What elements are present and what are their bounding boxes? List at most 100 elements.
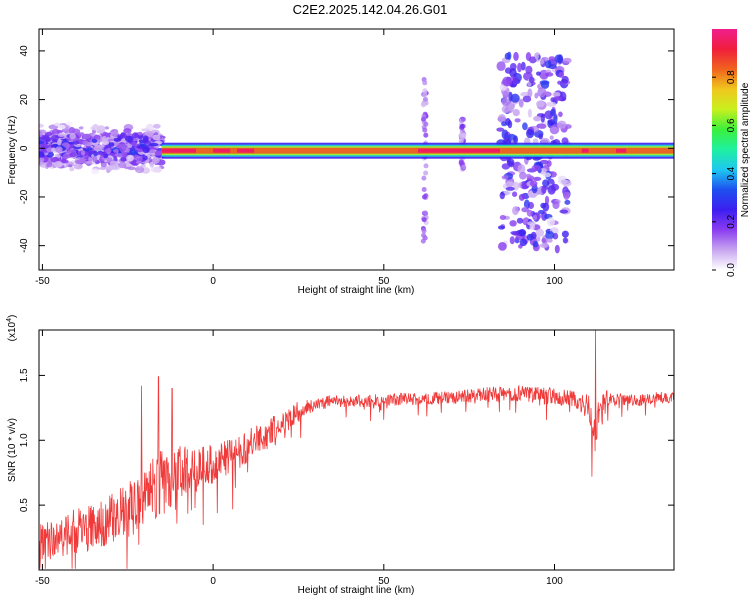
spectrogram-blob bbox=[544, 195, 550, 205]
spectrogram-blob bbox=[506, 158, 515, 166]
spectrogram-blob bbox=[562, 237, 569, 244]
spectrogram-ylabel: Frequency (Hz) bbox=[7, 116, 18, 185]
spectrogram-blob bbox=[39, 123, 44, 128]
spectrogram-blob bbox=[461, 164, 467, 170]
spectrogram-blob bbox=[56, 129, 64, 134]
spectrogram-blob bbox=[54, 122, 60, 127]
snr-marks bbox=[39, 330, 674, 569]
spectrogram-blob bbox=[422, 127, 428, 133]
spectrogram-blob bbox=[542, 202, 550, 212]
spectrogram-tone-band bbox=[161, 147, 674, 154]
spectrogram-blob bbox=[552, 200, 560, 210]
spectrogram-blob bbox=[82, 133, 91, 139]
spectrogram-blob bbox=[113, 149, 120, 153]
spectrogram-blob bbox=[39, 131, 43, 137]
spectrogram-blob bbox=[501, 129, 509, 140]
spectrogram-tone-peak bbox=[237, 148, 255, 153]
colorbar-ticks: 0.0 0.2 0.4 0.6 0.8 bbox=[712, 70, 737, 277]
spectrogram-blob bbox=[546, 238, 553, 243]
snr-ytick-label: 1.5 bbox=[19, 368, 30, 382]
spectrogram-blob bbox=[131, 141, 137, 147]
spectrogram-blob bbox=[513, 51, 519, 61]
spectrogram-blob bbox=[505, 186, 515, 191]
spectrogram-blob bbox=[531, 164, 541, 172]
colorbar-label: Normalized spectral amplitude bbox=[740, 82, 750, 217]
spectrogram-blob bbox=[420, 238, 426, 244]
snr-xtick-label: 0 bbox=[210, 576, 216, 587]
spectrogram-marks bbox=[39, 51, 674, 254]
spectrogram-blob bbox=[536, 100, 545, 108]
spectrogram-tone-peak bbox=[418, 148, 500, 153]
snr-ticks: -50 0 50 100 0.5 1.0 1.5 bbox=[19, 330, 674, 587]
spectrogram-blob bbox=[559, 209, 569, 214]
spectrogram-blob bbox=[422, 96, 428, 102]
spectrogram-blob bbox=[522, 95, 532, 103]
spectrogram-blob bbox=[547, 119, 555, 125]
spectrogram-blob bbox=[513, 76, 519, 84]
spectrogram-blob bbox=[534, 92, 539, 99]
spectrogram-blob bbox=[103, 154, 109, 159]
spectrogram-blob bbox=[118, 161, 127, 169]
spectrogram-blob bbox=[104, 148, 112, 153]
spectrogram-blob bbox=[526, 233, 534, 241]
snr-panel: -50 0 50 100 0.5 1.0 1.5 Height of straight li… bbox=[6, 315, 675, 596]
spectrogram-blob bbox=[67, 164, 73, 168]
spectrogram-blob bbox=[120, 144, 128, 149]
spectrogram-blob bbox=[123, 128, 132, 134]
spectrogram-blob bbox=[557, 80, 562, 85]
spectrogram-blob bbox=[57, 139, 62, 146]
spectrogram-blob bbox=[144, 130, 153, 138]
spectrogram-blob bbox=[136, 156, 143, 162]
spectrogram-blob bbox=[513, 135, 518, 145]
spectrogram-blob bbox=[505, 181, 515, 188]
spectrogram-blob bbox=[44, 132, 53, 136]
spectrogram-blob bbox=[540, 58, 544, 65]
spectrogram-blob bbox=[536, 228, 544, 237]
spectrogram-blob bbox=[461, 132, 467, 138]
spectrogram-blob bbox=[518, 99, 524, 108]
spectrogram-blob bbox=[561, 75, 569, 84]
colorbar-tick-label: 0.0 bbox=[726, 263, 737, 277]
spectrogram-tone-peak bbox=[616, 148, 627, 153]
snr-series-line bbox=[39, 330, 674, 569]
spectrogram-blob bbox=[420, 102, 426, 108]
spectrogram-blob bbox=[93, 144, 103, 152]
spectrogram-blob bbox=[142, 155, 148, 161]
spectrogram-blob bbox=[458, 138, 464, 144]
spectrogram-blob bbox=[120, 157, 127, 162]
spectrogram-blob bbox=[510, 230, 521, 235]
spectrogram-blob bbox=[151, 157, 160, 164]
snr-ylabel: SNR (10 * v/v) bbox=[7, 418, 18, 482]
spectrogram-blob bbox=[53, 161, 64, 168]
spectrogram-blob bbox=[552, 92, 561, 97]
colorbar: 0.0 0.2 0.4 0.6 0.8 Normalized spectral ampl… bbox=[712, 29, 750, 277]
snr-xtick-label: 100 bbox=[546, 576, 563, 587]
spectrogram-blob bbox=[517, 164, 526, 174]
spectrogram-blob bbox=[421, 228, 427, 234]
spectrogram-blob bbox=[41, 164, 46, 168]
spectrogram-blob bbox=[148, 142, 159, 147]
colorbar-tick-label: 0.4 bbox=[726, 166, 737, 180]
spectrogram-ytick-label: -40 bbox=[19, 238, 30, 253]
spectrogram-blob bbox=[91, 138, 98, 143]
spectrogram-blob bbox=[126, 154, 134, 162]
spectrogram-blob bbox=[518, 229, 527, 237]
spectrogram-blob bbox=[561, 137, 569, 145]
spectrogram-blob bbox=[514, 118, 521, 123]
spectrogram-blob bbox=[423, 163, 429, 169]
spectrogram-blob bbox=[517, 62, 522, 73]
spectrogram-blob bbox=[423, 132, 429, 138]
spectrogram-blob bbox=[61, 158, 67, 164]
spectrogram-blob bbox=[539, 243, 549, 248]
spectrogram-blob bbox=[140, 164, 147, 168]
spectrogram-blob bbox=[562, 180, 572, 187]
spectrogram-blob bbox=[104, 126, 110, 130]
spectrogram-blob bbox=[537, 87, 547, 98]
spectrogram-blob bbox=[550, 108, 556, 116]
spectrogram-blob bbox=[46, 161, 53, 168]
spectrogram-blob bbox=[113, 137, 119, 142]
spectrogram-blob bbox=[538, 133, 543, 140]
spectrogram-blob bbox=[87, 147, 93, 152]
spectrogram-blob bbox=[142, 146, 150, 154]
